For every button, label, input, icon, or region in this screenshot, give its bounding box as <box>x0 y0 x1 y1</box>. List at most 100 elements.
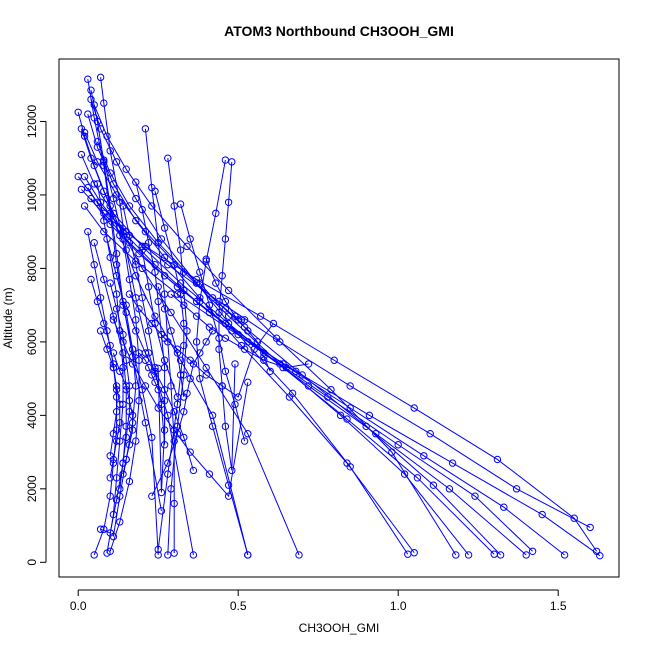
data-point <box>164 154 172 162</box>
data-point <box>208 411 217 420</box>
data-point <box>116 492 124 500</box>
data-point <box>125 275 134 284</box>
data-point <box>132 257 140 265</box>
data-point <box>205 470 214 478</box>
data-point <box>221 367 230 375</box>
data-point <box>224 286 233 295</box>
data-point <box>100 99 108 107</box>
data-point <box>170 437 178 445</box>
data-point <box>160 356 169 364</box>
data-point <box>119 301 127 309</box>
data-point <box>160 426 169 434</box>
data-point <box>93 143 102 151</box>
data-point <box>160 224 169 232</box>
data-point <box>234 330 242 339</box>
data-point <box>80 128 89 137</box>
data-point <box>122 165 130 173</box>
data-point <box>90 238 98 247</box>
data-point <box>116 367 124 375</box>
data-point <box>208 294 217 302</box>
data-point <box>170 499 178 508</box>
data-point <box>205 301 214 309</box>
data-point <box>90 261 98 269</box>
data-point <box>218 272 226 280</box>
data-point <box>128 411 137 420</box>
data-point <box>164 470 172 478</box>
data-point <box>256 312 265 320</box>
x-tick-label: 1.0 <box>390 599 407 613</box>
data-point <box>119 235 127 243</box>
data-point <box>592 547 601 555</box>
plot-points <box>74 73 604 560</box>
data-point <box>151 261 159 269</box>
data-point <box>100 156 108 164</box>
data-point <box>426 430 434 438</box>
data-point <box>410 549 418 557</box>
series-line-8 <box>93 104 457 556</box>
y-tick-label: 8000 <box>25 255 39 282</box>
data-point <box>160 253 169 262</box>
data-point <box>336 411 345 420</box>
data-point <box>196 349 204 357</box>
data-point <box>202 255 210 263</box>
data-point <box>167 485 175 493</box>
data-point <box>167 290 175 298</box>
data-point <box>228 158 236 166</box>
data-point <box>116 437 124 445</box>
data-point <box>112 261 121 269</box>
data-point <box>128 352 137 361</box>
data-point <box>560 551 569 559</box>
data-point <box>125 441 134 449</box>
data-point <box>148 202 156 210</box>
data-point <box>221 305 230 313</box>
data-point <box>84 75 92 83</box>
data-point <box>215 308 223 317</box>
data-point <box>141 382 150 390</box>
data-point <box>183 327 191 335</box>
data-point <box>144 363 153 372</box>
data-point <box>96 73 105 82</box>
data-point <box>160 441 169 449</box>
data-point <box>87 95 95 104</box>
data-point <box>231 312 239 320</box>
series-line-33 <box>128 293 274 398</box>
data-point <box>221 334 230 342</box>
chart-title: ATOM3 Northbound CH3OOH_GMI <box>224 23 454 39</box>
data-point <box>180 301 188 309</box>
data-point <box>176 371 185 379</box>
series-line-41 <box>138 352 159 390</box>
data-point <box>122 246 130 254</box>
data-point <box>100 216 108 225</box>
data-point <box>106 202 114 210</box>
data-point <box>151 312 159 320</box>
data-point <box>173 283 182 291</box>
data-point <box>141 227 150 236</box>
data-point <box>208 327 217 335</box>
data-point <box>112 290 121 298</box>
data-point <box>240 316 249 324</box>
data-point <box>122 455 130 464</box>
data-point <box>128 345 137 353</box>
data-point <box>157 507 166 515</box>
data-point <box>132 437 140 445</box>
data-point <box>138 205 146 214</box>
data-point <box>327 385 335 394</box>
data-point <box>180 407 188 416</box>
data-point <box>500 503 508 511</box>
data-point <box>176 246 185 254</box>
data-point <box>221 235 230 243</box>
data-point <box>180 319 188 328</box>
data-point <box>221 297 230 306</box>
data-point <box>112 393 121 401</box>
data-point <box>132 178 140 186</box>
data-point <box>205 308 214 317</box>
series-line-16 <box>84 205 601 557</box>
series-line-43 <box>157 286 185 398</box>
data-point <box>125 238 134 247</box>
data-point <box>343 415 351 423</box>
data-point <box>151 187 159 195</box>
data-point <box>471 492 479 500</box>
data-point <box>186 448 194 456</box>
data-point <box>218 382 226 390</box>
